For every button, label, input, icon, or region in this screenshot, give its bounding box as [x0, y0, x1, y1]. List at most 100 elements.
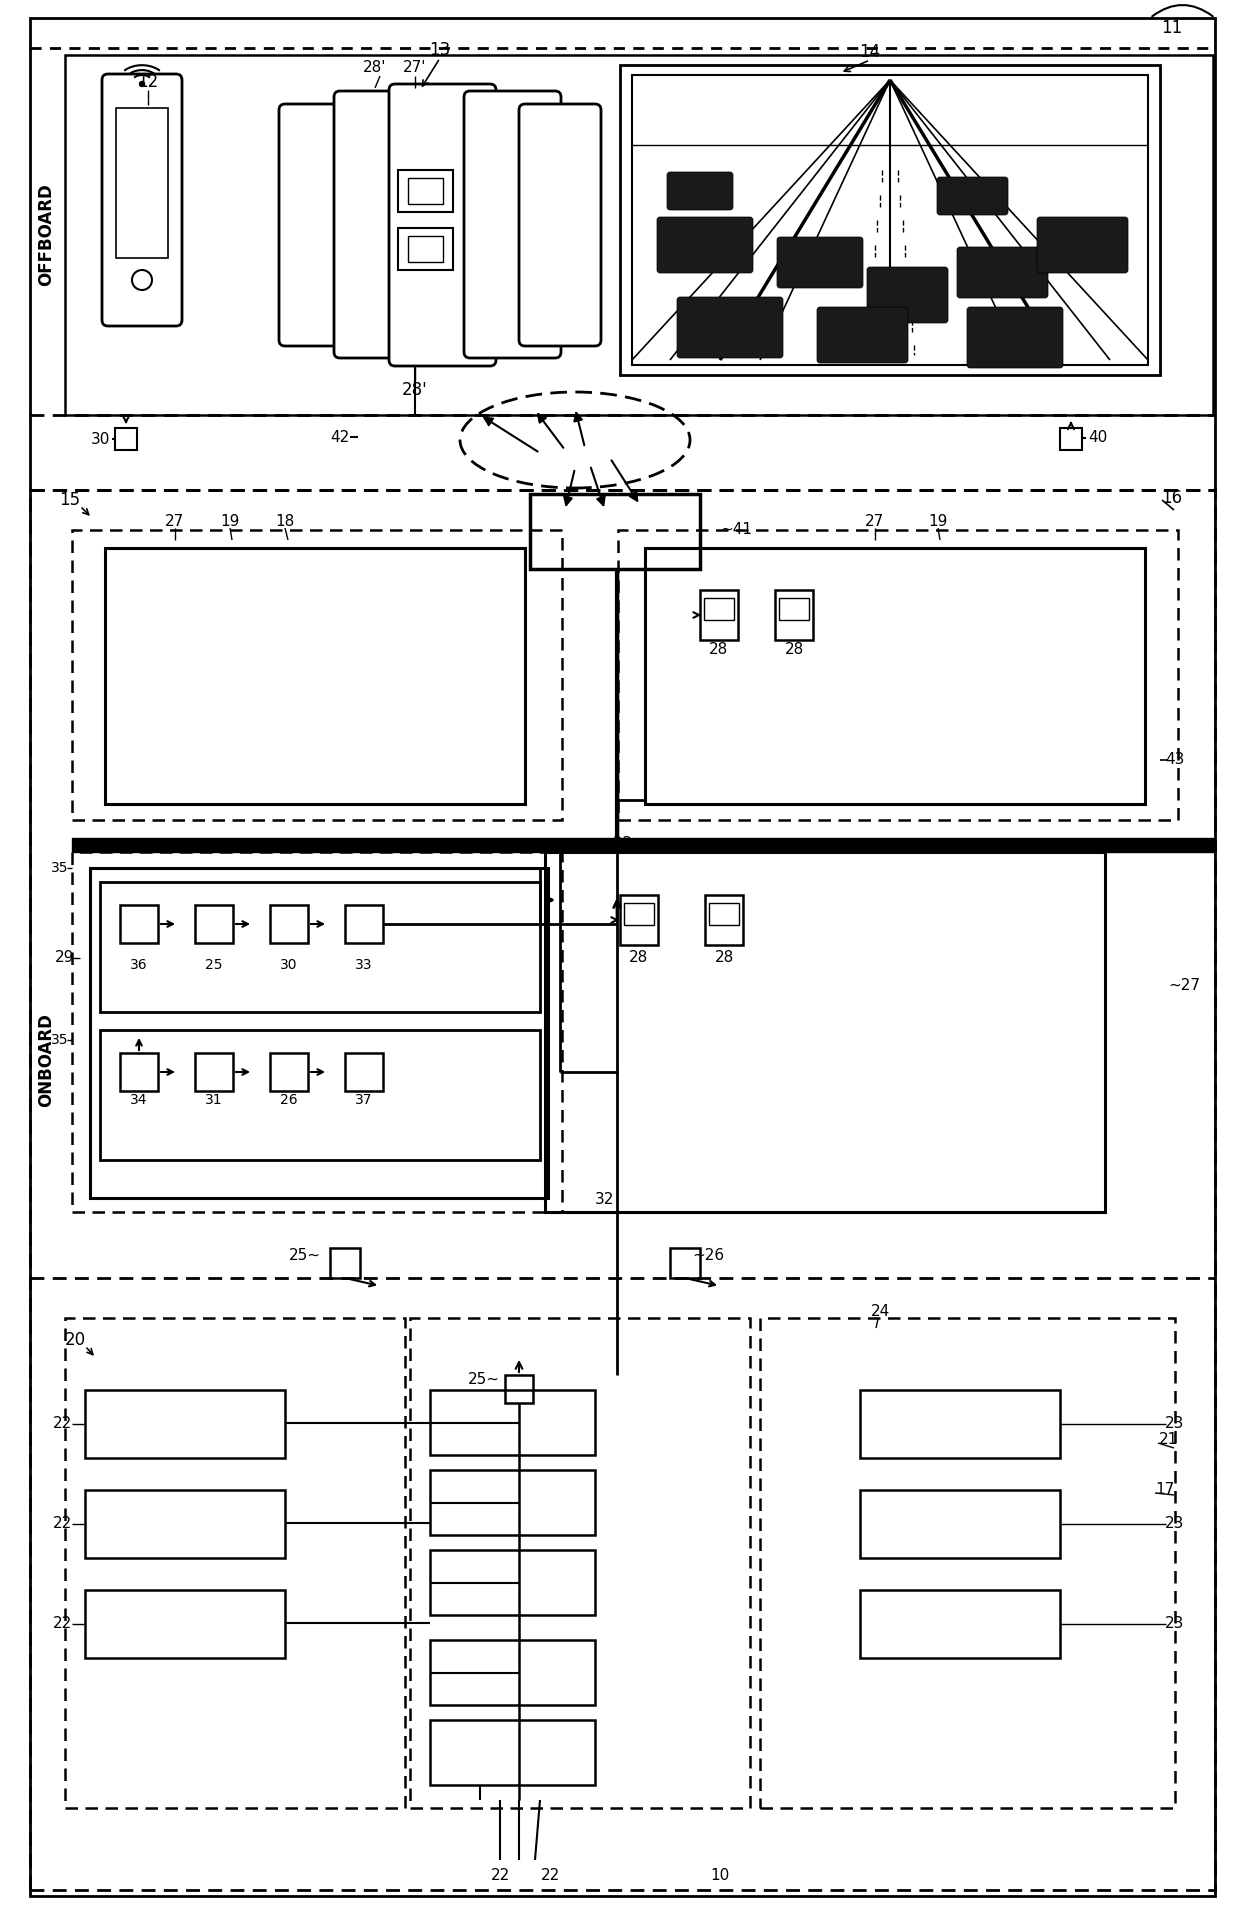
Text: 25~: 25~: [289, 1248, 321, 1263]
FancyBboxPatch shape: [957, 247, 1048, 299]
Bar: [1060, 429, 1083, 450]
Bar: [430, 1550, 595, 1615]
Text: 30: 30: [280, 959, 298, 972]
Bar: [195, 1053, 233, 1091]
FancyBboxPatch shape: [1037, 216, 1128, 274]
Text: 28: 28: [709, 643, 729, 658]
Bar: [64, 1319, 405, 1809]
Text: 35: 35: [51, 861, 68, 875]
Bar: [760, 1319, 1176, 1809]
Circle shape: [139, 82, 145, 86]
FancyBboxPatch shape: [817, 306, 908, 364]
Text: 14: 14: [859, 42, 880, 61]
Text: 24: 24: [870, 1305, 889, 1319]
Bar: [775, 590, 813, 639]
FancyBboxPatch shape: [967, 306, 1063, 367]
Text: OFFBOARD: OFFBOARD: [37, 184, 55, 287]
Bar: [100, 1030, 539, 1160]
Text: 21: 21: [1158, 1432, 1178, 1447]
Bar: [620, 896, 658, 946]
Text: 28': 28': [402, 381, 428, 398]
Text: 30: 30: [91, 431, 109, 446]
Text: 34: 34: [130, 1093, 148, 1106]
Bar: [398, 228, 453, 270]
Bar: [91, 869, 548, 1198]
Text: 27: 27: [866, 515, 884, 530]
Bar: [72, 530, 562, 819]
Bar: [861, 1390, 1060, 1458]
FancyBboxPatch shape: [937, 176, 1008, 214]
Bar: [100, 882, 539, 1013]
Text: 33: 33: [355, 959, 373, 972]
Text: ~32: ~32: [600, 836, 632, 850]
Bar: [115, 429, 136, 450]
Bar: [670, 1248, 701, 1279]
FancyBboxPatch shape: [520, 103, 601, 346]
Bar: [709, 903, 739, 924]
Text: 13: 13: [429, 40, 450, 59]
Bar: [430, 1721, 595, 1786]
Text: 22: 22: [52, 1516, 72, 1531]
FancyBboxPatch shape: [102, 75, 182, 325]
Bar: [398, 170, 453, 212]
Text: 20: 20: [64, 1330, 86, 1349]
Text: 37: 37: [355, 1093, 373, 1106]
Bar: [430, 1390, 595, 1455]
Bar: [408, 235, 443, 262]
FancyBboxPatch shape: [677, 297, 782, 358]
FancyBboxPatch shape: [657, 216, 753, 274]
Text: 22: 22: [52, 1617, 72, 1631]
Text: 16: 16: [1162, 488, 1183, 507]
Bar: [701, 590, 738, 639]
Bar: [505, 1374, 533, 1403]
Bar: [270, 1053, 308, 1091]
Bar: [529, 494, 701, 568]
Text: 19: 19: [221, 515, 239, 530]
Text: ~27: ~27: [1168, 978, 1200, 993]
Text: ONBOARD: ONBOARD: [37, 1013, 55, 1106]
Text: 27: 27: [165, 515, 185, 530]
Bar: [861, 1591, 1060, 1658]
Text: 42: 42: [330, 429, 350, 444]
Bar: [345, 1053, 383, 1091]
Bar: [706, 896, 743, 946]
Bar: [430, 1470, 595, 1535]
Bar: [645, 547, 1145, 804]
Bar: [410, 1319, 750, 1809]
Text: 28: 28: [785, 643, 804, 658]
Bar: [86, 1390, 285, 1458]
Text: 35: 35: [51, 1034, 68, 1047]
Bar: [618, 530, 1178, 819]
Text: ~26: ~26: [692, 1248, 724, 1263]
Text: 22: 22: [52, 1416, 72, 1432]
Bar: [117, 107, 167, 258]
Text: 25~: 25~: [467, 1372, 500, 1388]
Text: 28': 28': [363, 61, 387, 75]
FancyBboxPatch shape: [464, 92, 560, 358]
Text: 23: 23: [1166, 1516, 1184, 1531]
Text: 22: 22: [490, 1868, 510, 1883]
Bar: [30, 490, 1215, 1889]
Bar: [120, 905, 157, 944]
Text: 23: 23: [1166, 1617, 1184, 1631]
Text: 18: 18: [275, 515, 295, 530]
Text: ~41: ~41: [720, 523, 751, 538]
FancyBboxPatch shape: [667, 172, 733, 211]
FancyBboxPatch shape: [389, 84, 496, 366]
Bar: [430, 1640, 595, 1705]
Bar: [72, 838, 1215, 852]
Text: 28: 28: [630, 951, 649, 965]
Bar: [195, 905, 233, 944]
Bar: [86, 1489, 285, 1558]
Bar: [408, 178, 443, 205]
Text: 22: 22: [541, 1868, 559, 1883]
Bar: [120, 1053, 157, 1091]
Bar: [620, 65, 1159, 375]
Text: 10: 10: [711, 1868, 729, 1883]
Text: 26: 26: [280, 1093, 298, 1106]
Text: 28: 28: [714, 951, 734, 965]
Bar: [861, 1489, 1060, 1558]
Text: 43: 43: [1166, 752, 1184, 768]
FancyBboxPatch shape: [777, 237, 863, 287]
Text: 40: 40: [1089, 431, 1107, 446]
